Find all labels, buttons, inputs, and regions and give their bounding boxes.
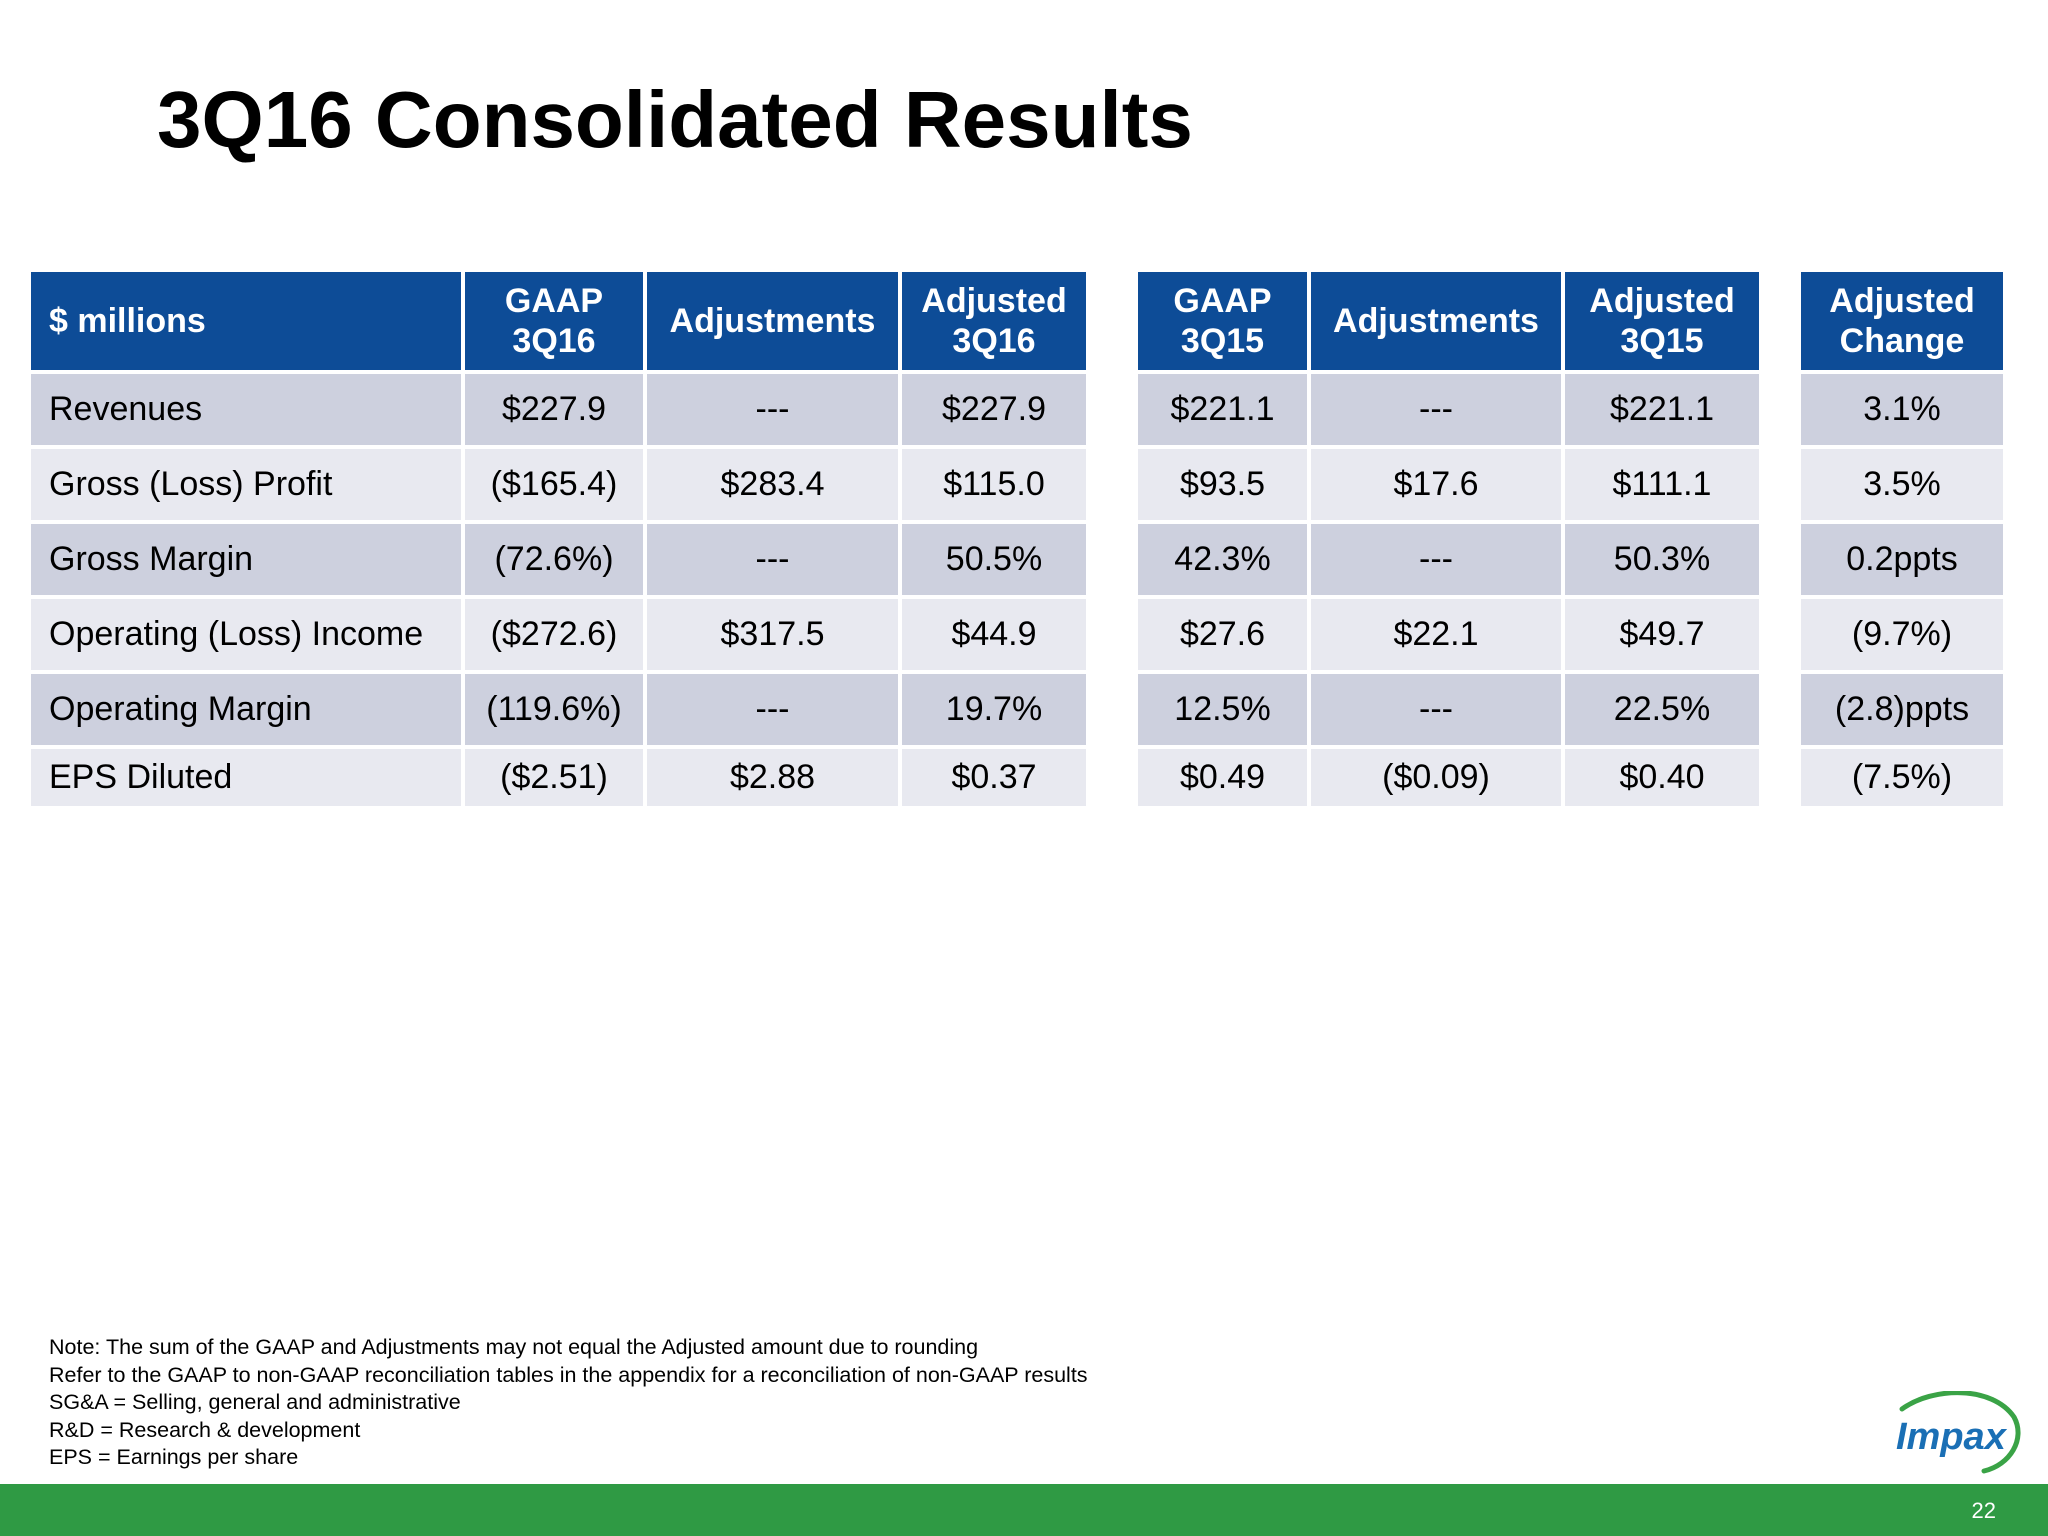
table-cell: ($2.51): [465, 749, 643, 806]
table-row: 12.5% --- 22.5%: [1138, 674, 1759, 745]
table-cell: ($165.4): [465, 449, 643, 520]
note-line: EPS = Earnings per share: [49, 1445, 299, 1469]
header-cell: Adjustments: [1311, 272, 1561, 370]
impax-logo: Impax: [1896, 1391, 2021, 1474]
table-cell: 50.3%: [1565, 524, 1759, 595]
table-header-row: GAAP 3Q15 Adjustments Adjusted 3Q15: [1138, 272, 1759, 370]
header-cell: Adjusted 3Q15: [1565, 272, 1759, 370]
table-cell: 42.3%: [1138, 524, 1307, 595]
row-label: Operating (Loss) Income: [31, 599, 461, 670]
table-cell: ---: [647, 674, 898, 745]
note-line: SG&A = Selling, general and administrati…: [49, 1390, 461, 1414]
row-label: Gross (Loss) Profit: [31, 449, 461, 520]
table-cell: $111.1: [1565, 449, 1759, 520]
table-header-row: Adjusted Change: [1801, 272, 2003, 370]
table-row: (7.5%): [1801, 749, 2003, 806]
table-cell: $115.0: [902, 449, 1086, 520]
table-cell: $93.5: [1138, 449, 1307, 520]
table-row: EPS Diluted ($2.51) $2.88 $0.37: [31, 749, 1086, 806]
table-cell: $49.7: [1565, 599, 1759, 670]
table-cell: 3.1%: [1801, 374, 2003, 445]
table-cell: $2.88: [647, 749, 898, 806]
footnotes: Note: The sum of the GAAP and Adjustment…: [49, 1334, 1088, 1472]
table-cell: $221.1: [1565, 374, 1759, 445]
row-label: Gross Margin: [31, 524, 461, 595]
table-row: $0.49 ($0.09) $0.40: [1138, 749, 1759, 806]
row-label: Operating Margin: [31, 674, 461, 745]
table-cell: ---: [1311, 674, 1561, 745]
table-cell: ($272.6): [465, 599, 643, 670]
page-number: 22: [1971, 1498, 1996, 1523]
table-cell: $221.1: [1138, 374, 1307, 445]
row-label: Revenues: [31, 374, 461, 445]
table-cell: ---: [647, 374, 898, 445]
header-cell: $ millions: [31, 272, 461, 370]
table-cell: $283.4: [647, 449, 898, 520]
table-row: Gross (Loss) Profit ($165.4) $283.4 $115…: [31, 449, 1086, 520]
table-cell: (2.8)ppts: [1801, 674, 2003, 745]
table-row: 0.2ppts: [1801, 524, 2003, 595]
note-line: R&D = Research & development: [49, 1417, 361, 1442]
table-cell: $227.9: [902, 374, 1086, 445]
table-cell: 22.5%: [1565, 674, 1759, 745]
note-line: Note: The sum of the GAAP and Adjustment…: [49, 1335, 979, 1359]
table-row: $93.5 $17.6 $111.1: [1138, 449, 1759, 520]
table-row: (2.8)ppts: [1801, 674, 2003, 745]
table-cell: 12.5%: [1138, 674, 1307, 745]
table-cell: ($0.09): [1311, 749, 1561, 806]
table-row: Operating (Loss) Income ($272.6) $317.5 …: [31, 599, 1086, 670]
footer-bar: 22: [0, 1484, 2048, 1536]
table-row: 42.3% --- 50.3%: [1138, 524, 1759, 595]
table-cell: 0.2ppts: [1801, 524, 2003, 595]
table-cell: 19.7%: [902, 674, 1086, 745]
table-cell: $0.37: [902, 749, 1086, 806]
table-cell: $0.40: [1565, 749, 1759, 806]
table-cell: $317.5: [647, 599, 898, 670]
results-table-change: Adjusted Change 3.1% 3.5% 0.2ppts (9.7%)…: [1797, 268, 2007, 810]
table-cell: (72.6%): [465, 524, 643, 595]
table-cell: ---: [1311, 374, 1561, 445]
table-cell: (9.7%): [1801, 599, 2003, 670]
logo-text: Impax: [1896, 1416, 2008, 1458]
header-cell: GAAP 3Q16: [465, 272, 643, 370]
header-cell: Adjustments: [647, 272, 898, 370]
table-cell: ---: [647, 524, 898, 595]
table-cell: $44.9: [902, 599, 1086, 670]
table-row: 3.1%: [1801, 374, 2003, 445]
header-cell: Adjusted Change: [1801, 272, 2003, 370]
row-label: EPS Diluted: [31, 749, 461, 806]
table-row: (9.7%): [1801, 599, 2003, 670]
results-table-3q16: $ millions GAAP 3Q16 Adjustments Adjuste…: [27, 268, 1090, 810]
table-cell: 3.5%: [1801, 449, 2003, 520]
table-cell: $27.6: [1138, 599, 1307, 670]
header-cell: Adjusted 3Q16: [902, 272, 1086, 370]
table-cell: $17.6: [1311, 449, 1561, 520]
results-table-3q15: GAAP 3Q15 Adjustments Adjusted 3Q15 $221…: [1134, 268, 1763, 810]
logo-swoosh-icon: [1899, 1391, 2021, 1474]
table-row: Operating Margin (119.6%) --- 19.7%: [31, 674, 1086, 745]
table-row: $221.1 --- $221.1: [1138, 374, 1759, 445]
table-cell: $0.49: [1138, 749, 1307, 806]
table-row: $27.6 $22.1 $49.7: [1138, 599, 1759, 670]
table-cell: $22.1: [1311, 599, 1561, 670]
table-row: Revenues $227.9 --- $227.9: [31, 374, 1086, 445]
note-line: Refer to the GAAP to non-GAAP reconcilia…: [49, 1362, 1088, 1387]
table-cell: (119.6%): [465, 674, 643, 745]
table-row: Gross Margin (72.6%) --- 50.5%: [31, 524, 1086, 595]
table-cell: ---: [1311, 524, 1561, 595]
table-row: 3.5%: [1801, 449, 2003, 520]
header-cell: GAAP 3Q15: [1138, 272, 1307, 370]
table-cell: 50.5%: [902, 524, 1086, 595]
page-title: 3Q16 Consolidated Results: [157, 75, 1193, 164]
table-cell: $227.9: [465, 374, 643, 445]
table-header-row: $ millions GAAP 3Q16 Adjustments Adjuste…: [31, 272, 1086, 370]
table-cell: (7.5%): [1801, 749, 2003, 806]
